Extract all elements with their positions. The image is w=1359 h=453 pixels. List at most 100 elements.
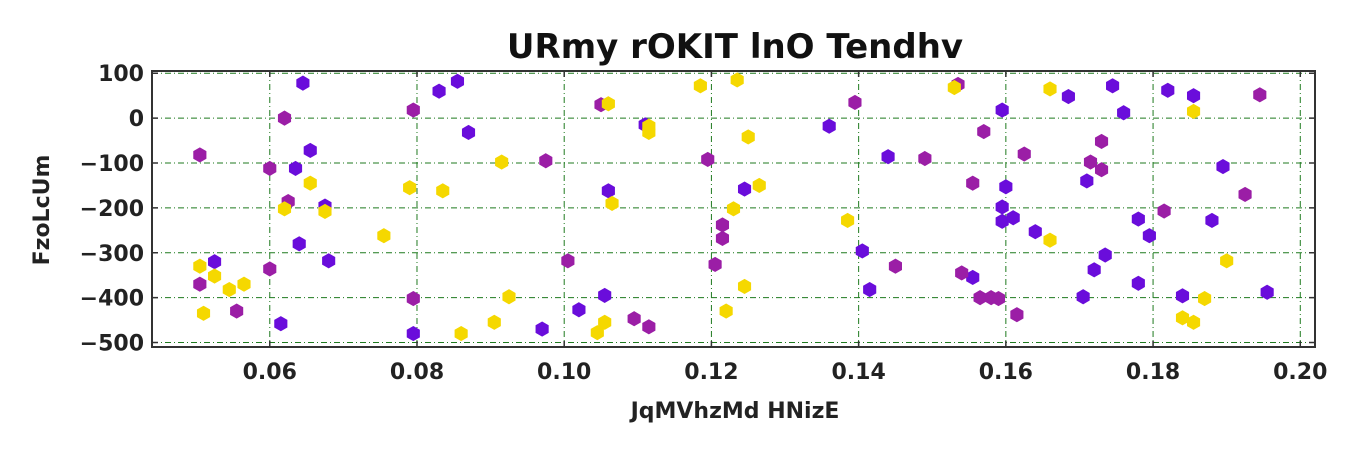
data-point-series-3 bbox=[196, 305, 211, 321]
data-point-series-2 bbox=[973, 290, 987, 306]
data-point-series-3 bbox=[403, 180, 417, 196]
data-point-series-2 bbox=[715, 230, 730, 246]
data-point-series-2 bbox=[627, 311, 641, 327]
data-point-series-3 bbox=[601, 96, 615, 112]
data-point-series-3 bbox=[208, 268, 222, 284]
x-tick-label: 0.10 bbox=[537, 360, 591, 385]
data-point-series-3 bbox=[598, 314, 612, 330]
x-tick-label: 0.20 bbox=[1273, 360, 1327, 385]
x-axis-label: JqMVhzMd HNizE bbox=[629, 399, 840, 424]
data-point-series-2 bbox=[966, 175, 980, 191]
data-point-series-1 bbox=[1142, 228, 1156, 244]
data-point-series-2 bbox=[642, 319, 656, 335]
data-point-series-3 bbox=[642, 124, 656, 141]
data-point-series-1 bbox=[855, 243, 869, 259]
x-tick-label: 0.08 bbox=[390, 360, 444, 385]
data-point-series-1 bbox=[737, 181, 752, 197]
data-point-series-1 bbox=[1186, 88, 1201, 104]
data-point-series-3 bbox=[487, 314, 501, 330]
data-point-series-1 bbox=[881, 149, 895, 165]
data-point-series-3 bbox=[237, 276, 251, 292]
data-point-series-3 bbox=[502, 289, 516, 305]
data-point-series-1 bbox=[1117, 105, 1131, 121]
y-tick-label: −100 bbox=[80, 152, 144, 177]
data-point-series-2 bbox=[277, 110, 292, 126]
data-point-series-1 bbox=[535, 321, 549, 337]
data-point-series-3 bbox=[1186, 314, 1201, 330]
data-point-series-1 bbox=[322, 253, 336, 269]
data-point-series-2 bbox=[977, 124, 991, 140]
data-point-series-2 bbox=[1017, 146, 1031, 162]
data-point-series-1 bbox=[995, 102, 1009, 118]
y-tick-label: −400 bbox=[80, 287, 144, 312]
data-point-series-2 bbox=[888, 258, 902, 274]
data-point-series-2 bbox=[406, 102, 420, 118]
data-point-series-3 bbox=[193, 258, 207, 274]
data-point-series-3 bbox=[1043, 232, 1057, 248]
data-point-series-3 bbox=[726, 201, 741, 217]
data-point-series-1 bbox=[1080, 173, 1094, 189]
y-tick-label: −300 bbox=[80, 242, 144, 267]
chart-title: URmy rOKIT lnO Tendhv bbox=[507, 27, 963, 67]
y-tick-label: −500 bbox=[80, 332, 144, 357]
data-point-series-1 bbox=[999, 179, 1013, 195]
data-point-series-2 bbox=[561, 253, 575, 269]
data-point-series-2 bbox=[701, 151, 715, 167]
data-point-series-3 bbox=[277, 201, 292, 217]
data-point-series-3 bbox=[377, 228, 391, 244]
data-point-series-1 bbox=[288, 160, 303, 176]
x-tick-label: 0.12 bbox=[684, 360, 738, 385]
x-tick-label: 0.16 bbox=[979, 360, 1033, 385]
data-point-series-2 bbox=[263, 261, 277, 277]
data-point-series-3 bbox=[436, 183, 450, 199]
data-point-series-3 bbox=[841, 212, 855, 229]
data-point-series-1 bbox=[406, 325, 420, 342]
data-point-series-1 bbox=[432, 83, 446, 99]
y-tick-label: 0 bbox=[129, 107, 144, 132]
data-point-series-1 bbox=[1006, 210, 1020, 226]
data-point-series-3 bbox=[1043, 81, 1057, 97]
data-point-series-1 bbox=[995, 213, 1009, 229]
data-point-series-2 bbox=[230, 303, 244, 319]
data-point-series-3 bbox=[730, 72, 744, 88]
data-point-series-2 bbox=[1083, 154, 1098, 170]
data-point-series-2 bbox=[193, 147, 207, 163]
data-point-series-3 bbox=[1186, 103, 1201, 119]
data-point-series-3 bbox=[303, 175, 317, 191]
data-point-series-2 bbox=[991, 290, 1006, 307]
x-tick-label: 0.06 bbox=[243, 360, 297, 385]
data-point-series-2 bbox=[1094, 162, 1109, 178]
data-point-series-1 bbox=[1061, 89, 1075, 105]
data-point-series-1 bbox=[1087, 262, 1101, 278]
data-point-series-1 bbox=[1131, 275, 1145, 291]
x-tick-label: 0.18 bbox=[1126, 360, 1180, 385]
data-point-series-1 bbox=[1175, 288, 1190, 304]
data-point-series-1 bbox=[296, 75, 310, 91]
data-point-series-2 bbox=[263, 160, 277, 176]
data-point-series-2 bbox=[1253, 87, 1267, 103]
data-point-series-1 bbox=[1076, 289, 1090, 305]
data-point-series-2 bbox=[918, 150, 932, 167]
y-tick-label: −200 bbox=[80, 197, 144, 222]
data-point-series-2 bbox=[1010, 307, 1024, 323]
data-point-series-3 bbox=[752, 177, 766, 194]
data-point-series-3 bbox=[719, 303, 733, 319]
data-point-series-1 bbox=[1028, 224, 1042, 240]
data-point-series-1 bbox=[1106, 78, 1120, 94]
data-point-series-2 bbox=[708, 256, 722, 272]
data-point-series-1 bbox=[966, 269, 980, 286]
plot-area bbox=[151, 70, 1316, 348]
data-points bbox=[193, 72, 1274, 342]
data-point-series-1 bbox=[303, 142, 317, 159]
data-point-series-3 bbox=[495, 154, 509, 170]
data-point-series-2 bbox=[406, 290, 420, 307]
data-point-series-1 bbox=[1216, 159, 1230, 175]
data-point-series-3 bbox=[947, 80, 961, 96]
data-point-series-1 bbox=[208, 254, 222, 270]
data-point-series-2 bbox=[1157, 203, 1171, 219]
data-point-series-1 bbox=[995, 199, 1009, 215]
data-point-series-3 bbox=[1198, 290, 1212, 307]
data-point-series-2 bbox=[193, 276, 207, 292]
data-point-series-1 bbox=[461, 124, 476, 141]
data-point-series-3 bbox=[1220, 253, 1234, 269]
